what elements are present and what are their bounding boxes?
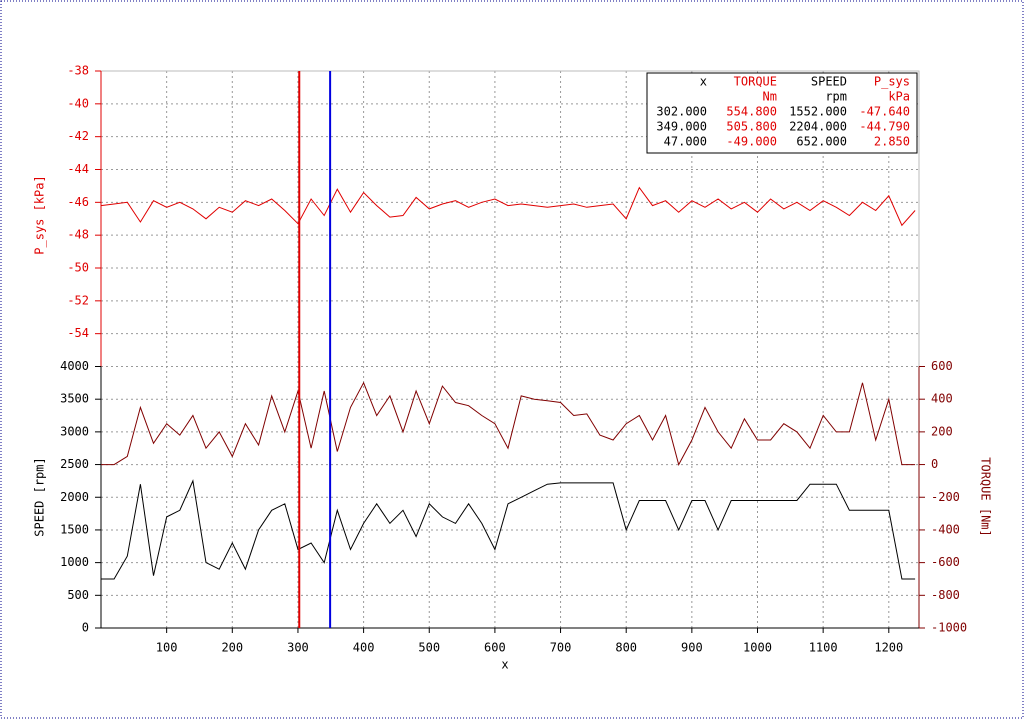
x-tick-label: 800 <box>615 641 637 655</box>
table-cell: 2204.000 <box>789 120 847 134</box>
y2-axis-label: SPEED [rpm] <box>33 457 47 536</box>
yticks-label: -46 <box>67 195 89 209</box>
x-tick-label: 1000 <box>743 641 772 655</box>
table-cell: -47.640 <box>859 105 910 119</box>
y3-axis-label: TORQUE [Nm] <box>979 457 993 536</box>
table-cell: -44.790 <box>859 120 910 134</box>
x-tick-label: 300 <box>287 641 309 655</box>
series-line <box>101 479 916 580</box>
table-cell: 349.000 <box>656 120 707 134</box>
table-cell: 47.000 <box>664 135 707 149</box>
series-line <box>100 186 916 227</box>
y3ticks-label: -800 <box>931 588 960 602</box>
x-tick-label: 1100 <box>809 641 838 655</box>
x-tick-label: 400 <box>353 641 375 655</box>
table-unit: kPa <box>888 90 910 104</box>
table-cell: 652.000 <box>796 135 847 149</box>
y3ticks-label: -1000 <box>931 621 967 635</box>
yticks-label: -54 <box>67 326 89 340</box>
y2ticks-label: 2000 <box>60 490 89 504</box>
table-cell: 2.850 <box>874 135 910 149</box>
yticks-label: -44 <box>67 162 89 176</box>
y2ticks-label: 0 <box>82 621 89 635</box>
table-cell: 554.800 <box>726 105 777 119</box>
x-tick-label: 1200 <box>874 641 903 655</box>
y3ticks-label: -200 <box>931 490 960 504</box>
y2ticks-label: 500 <box>67 588 89 602</box>
table-cell: 505.800 <box>726 120 777 134</box>
yticks-label: -40 <box>67 96 89 110</box>
x-tick-label: 700 <box>550 641 572 655</box>
y3ticks-label: 0 <box>931 457 938 471</box>
y2ticks-label: 4000 <box>60 359 89 373</box>
x-tick-label: 200 <box>221 641 243 655</box>
table-header: P_sys <box>874 75 910 89</box>
x-tick-label: 900 <box>681 641 703 655</box>
y2ticks-label: 1500 <box>60 522 89 536</box>
y2ticks-label: 3500 <box>60 392 89 406</box>
yticks-label: -52 <box>67 293 89 307</box>
table-cell: -49.000 <box>726 135 777 149</box>
y3ticks-label: -400 <box>931 522 960 536</box>
yticks-label: -50 <box>67 261 89 275</box>
x-axis-label: x <box>501 658 508 672</box>
table-header: SPEED <box>811 75 847 89</box>
x-tick-label: 500 <box>418 641 440 655</box>
y3ticks-label: 400 <box>931 392 953 406</box>
table-header: TORQUE <box>734 75 777 89</box>
table-unit: Nm <box>763 90 777 104</box>
table-unit: rpm <box>825 90 847 104</box>
table-header: x <box>700 75 707 89</box>
plot-frame <box>100 70 920 629</box>
yticks-label: -42 <box>67 129 89 143</box>
x-tick-label: 600 <box>484 641 506 655</box>
yticks-label: -38 <box>67 64 89 78</box>
cursor-table <box>646 72 918 154</box>
yticks-label: -48 <box>67 228 89 242</box>
table-cell: 302.000 <box>656 105 707 119</box>
y2ticks-label: 3000 <box>60 424 89 438</box>
y3ticks-label: 600 <box>931 359 953 373</box>
y2ticks-label: 1000 <box>60 555 89 569</box>
x-tick-label: 100 <box>156 641 178 655</box>
y2ticks-label: 2500 <box>60 457 89 471</box>
y3ticks-label: -600 <box>931 555 960 569</box>
table-cell: 1552.000 <box>789 105 847 119</box>
y-axis-label: P_sys [kPa] <box>33 175 47 254</box>
series-line <box>101 381 916 466</box>
y3ticks-label: 200 <box>931 424 953 438</box>
